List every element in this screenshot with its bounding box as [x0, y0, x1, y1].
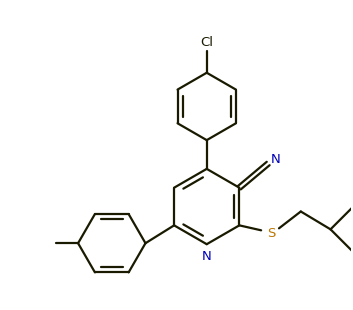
Text: N: N	[202, 250, 211, 263]
Text: S: S	[267, 227, 275, 240]
Text: Cl: Cl	[200, 36, 213, 49]
Text: N: N	[271, 153, 281, 166]
